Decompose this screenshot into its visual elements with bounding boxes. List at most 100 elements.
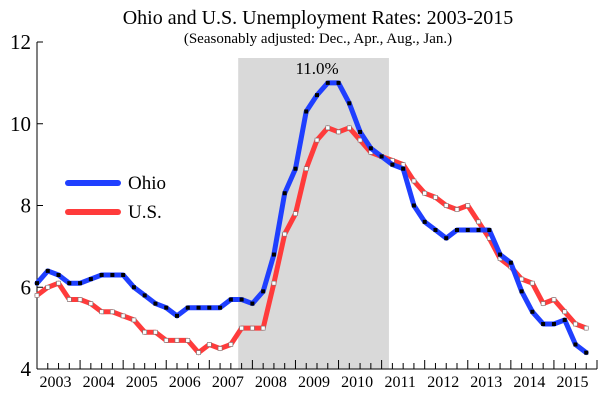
data-point-u-s xyxy=(67,297,72,302)
data-point-u-s xyxy=(131,317,137,323)
data-point-u-s xyxy=(314,137,320,143)
data-point-u-s xyxy=(217,346,223,351)
data-point-ohio xyxy=(131,285,136,290)
data-point-ohio xyxy=(401,166,406,171)
data-point-ohio xyxy=(282,191,287,196)
data-point-ohio xyxy=(271,252,276,257)
annotation-layer: 11.0% xyxy=(295,59,338,78)
data-point-ohio xyxy=(142,293,147,298)
data-point-ohio xyxy=(67,281,72,286)
data-point-u-s xyxy=(250,325,255,331)
data-point-ohio xyxy=(347,101,352,106)
data-point-ohio xyxy=(185,305,190,310)
data-point-u-s xyxy=(77,297,83,302)
data-point-u-s xyxy=(303,166,309,172)
data-point-u-s xyxy=(519,276,524,282)
series-layer xyxy=(34,80,589,356)
data-point-u-s xyxy=(551,297,557,302)
data-point-u-s xyxy=(260,325,266,331)
data-point-ohio xyxy=(336,80,341,85)
data-point-u-s xyxy=(325,125,331,131)
data-point-ohio xyxy=(239,297,244,302)
x-tick-label: 2008 xyxy=(255,374,287,391)
y-tick-label: 12 xyxy=(10,30,31,54)
data-point-u-s xyxy=(99,309,104,315)
data-point-ohio xyxy=(153,301,158,306)
data-point-u-s xyxy=(562,309,567,315)
data-point-ohio xyxy=(88,277,93,282)
data-point-u-s xyxy=(196,350,201,355)
data-point-ohio xyxy=(465,228,470,233)
legend-label-u-s: U.S. xyxy=(128,202,162,223)
data-point-ohio xyxy=(530,309,535,314)
x-tick-label: 2011 xyxy=(384,374,415,391)
data-point-ohio xyxy=(444,236,449,241)
legend: Ohio U.S. xyxy=(65,173,166,223)
data-point-u-s xyxy=(110,309,115,315)
data-point-ohio xyxy=(250,301,255,306)
x-tick-label: 2013 xyxy=(470,374,502,391)
data-point-ohio xyxy=(261,289,266,294)
data-point-ohio xyxy=(368,146,373,151)
data-point-ohio xyxy=(121,272,126,277)
legend-label-ohio: Ohio xyxy=(128,173,166,194)
data-point-ohio xyxy=(508,260,513,265)
data-point-u-s xyxy=(185,338,191,343)
y-tick-label: 6 xyxy=(21,275,32,299)
data-point-u-s xyxy=(271,280,277,286)
data-point-u-s xyxy=(163,338,169,343)
data-point-ohio xyxy=(228,297,233,302)
data-point-u-s xyxy=(465,203,471,208)
data-point-ohio xyxy=(35,281,39,286)
data-point-ohio xyxy=(304,109,309,114)
peak-annotation: 11.0% xyxy=(295,59,338,78)
x-tick-label: 2006 xyxy=(169,374,201,391)
data-point-ohio xyxy=(551,322,556,327)
x-tick-label: 2004 xyxy=(83,374,115,391)
data-point-ohio xyxy=(379,154,384,159)
y-tick-label: 8 xyxy=(21,194,32,218)
data-point-ohio xyxy=(562,317,567,322)
data-point-ohio xyxy=(99,272,104,277)
data-point-u-s xyxy=(476,219,481,225)
data-point-u-s xyxy=(357,137,363,143)
data-point-ohio xyxy=(584,350,589,355)
data-point-ohio xyxy=(164,305,169,310)
data-point-u-s xyxy=(56,280,61,286)
data-point-u-s xyxy=(45,284,51,290)
x-tick-label: 2010 xyxy=(341,374,373,391)
data-point-ohio xyxy=(196,305,201,310)
x-tick-label: 2015 xyxy=(556,374,588,391)
x-tick-label: 2014 xyxy=(513,374,545,391)
data-point-ohio xyxy=(325,80,330,85)
data-point-u-s xyxy=(433,195,438,200)
chart-title: Ohio and U.S. Unemployment Rates: 2003-2… xyxy=(123,7,514,29)
data-point-u-s xyxy=(153,329,158,335)
chart-subtitle: (Seasonably adjusted: Dec., Apr., Aug., … xyxy=(184,31,452,47)
data-point-u-s xyxy=(228,342,234,347)
x-tick-label: 2012 xyxy=(427,374,459,391)
data-point-u-s xyxy=(347,125,352,131)
data-point-ohio xyxy=(455,228,459,233)
data-point-ohio xyxy=(207,305,212,310)
x-tick-label: 2007 xyxy=(212,374,244,391)
data-point-ohio xyxy=(422,219,427,224)
data-point-ohio xyxy=(218,305,223,310)
data-point-u-s xyxy=(411,178,417,184)
data-point-u-s xyxy=(454,207,460,212)
data-point-ohio xyxy=(293,166,298,171)
data-point-u-s xyxy=(120,313,126,319)
data-point-ohio xyxy=(573,342,578,347)
data-point-ohio xyxy=(45,268,50,273)
data-point-u-s xyxy=(88,301,94,306)
x-tick-label: 2003 xyxy=(40,374,72,391)
data-point-ohio xyxy=(315,93,319,98)
data-point-ohio xyxy=(56,272,61,277)
x-tick-label: 2005 xyxy=(126,374,158,391)
data-point-u-s xyxy=(34,293,40,298)
data-point-u-s xyxy=(293,211,298,216)
data-point-u-s xyxy=(142,329,147,335)
data-point-ohio xyxy=(498,252,503,257)
data-point-u-s xyxy=(282,231,287,237)
